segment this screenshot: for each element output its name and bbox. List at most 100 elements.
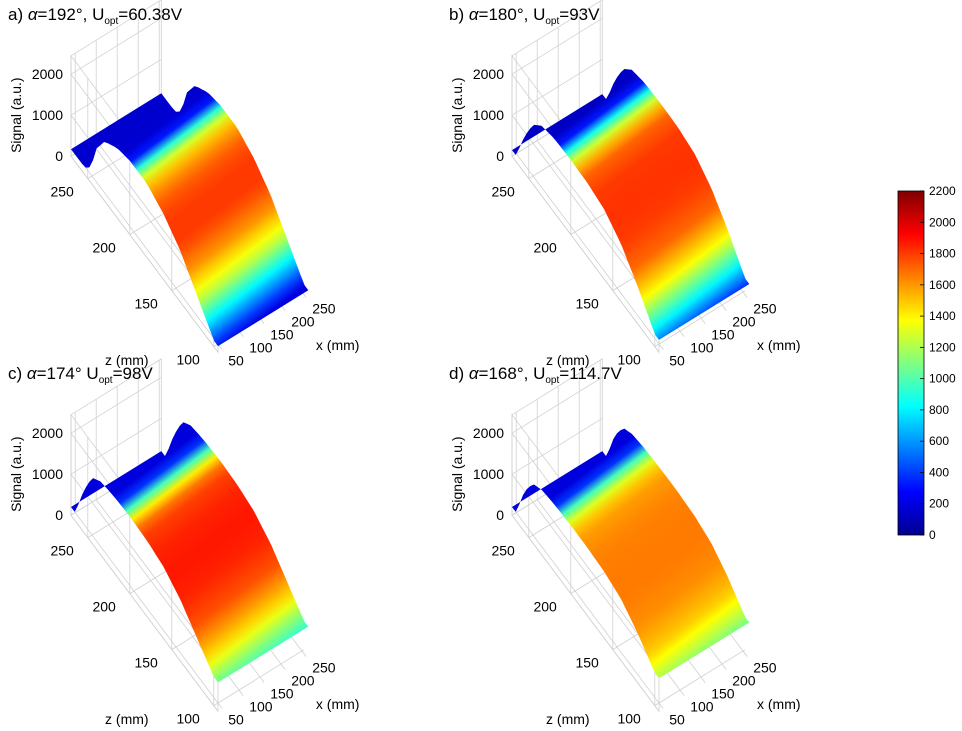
z-axis-title: z (mm) (546, 352, 590, 368)
x-tick-label: 100 (690, 699, 714, 715)
signal-tick-label: 0 (55, 507, 63, 523)
grid-line (654, 290, 746, 347)
x-tick-label: 50 (228, 712, 244, 728)
x-tick-label: 100 (249, 340, 273, 356)
signal-tick-label: 2000 (32, 66, 63, 82)
surface (512, 428, 750, 679)
x-tick-label: 100 (690, 340, 714, 356)
grid-line (654, 649, 746, 706)
signal-tick-label: 2000 (473, 425, 504, 441)
signal-tick-label: 1000 (32, 466, 63, 482)
x-tick-label: 250 (312, 301, 336, 317)
surface (512, 69, 750, 340)
signal-axis-title: Signal (a.u.) (8, 436, 24, 511)
colorbar-tick-label: 400 (929, 465, 949, 479)
z-tick-label: 100 (176, 352, 200, 368)
colorbar-tick-label: 200 (929, 497, 949, 511)
panel-title: d) α=168°, Uopt=114.7V (449, 364, 622, 386)
x-tick-label: 200 (291, 673, 315, 689)
colorbar-tick-label: 1200 (929, 340, 956, 354)
signal-axis-title: Signal (a.u.) (449, 436, 465, 511)
x-tick-label: 200 (291, 314, 315, 330)
z-axis-title: z (mm) (105, 711, 149, 727)
x-tick-label: 150 (270, 327, 294, 343)
x-tick-label: 200 (732, 673, 756, 689)
panel-title: c) α=174° Uopt=98V (8, 364, 153, 386)
z-tick-label: 200 (533, 599, 557, 615)
grid-line (515, 153, 664, 350)
panel-title: b) α=180°, Uopt=93V (449, 5, 600, 27)
x-tick-label: 150 (711, 327, 735, 343)
signal-tick-label: 1000 (473, 466, 504, 482)
grid-line (213, 649, 305, 706)
x-tick-label: 250 (753, 301, 777, 317)
z-tick-label: 150 (575, 296, 599, 312)
z-tick-label: 150 (134, 296, 158, 312)
z-tick-label: 100 (617, 352, 641, 368)
z-tick-label: 150 (575, 655, 599, 671)
z-tick-label: 250 (50, 543, 74, 559)
panel-title: a) α=192°, Uopt=60.38V (8, 5, 183, 27)
colorbar-tick-label: 1800 (929, 247, 956, 261)
x-tick-label: 150 (270, 686, 294, 702)
x-tick-label: 50 (669, 712, 685, 728)
colorbar-tick-label: 1000 (929, 372, 956, 386)
signal-tick-label: 0 (55, 148, 63, 164)
x-axis-title: x (mm) (316, 337, 360, 353)
colorbar-tick-label: 600 (929, 434, 949, 448)
grid-line (74, 153, 223, 350)
grid-line (515, 512, 664, 709)
colorbar-tick-label: 2200 (929, 184, 956, 198)
z-tick-label: 250 (491, 184, 515, 200)
x-tick-label: 50 (669, 353, 685, 369)
surface (71, 86, 309, 347)
x-tick-label: 50 (228, 353, 244, 369)
z-tick-label: 200 (533, 240, 557, 256)
x-tick-label: 200 (732, 314, 756, 330)
x-tick-label: 150 (711, 686, 735, 702)
signal-tick-label: 0 (496, 148, 504, 164)
grid-line (74, 512, 223, 709)
signal-tick-label: 1000 (32, 107, 63, 123)
signal-axis-title: Signal (a.u.) (449, 77, 465, 152)
signal-tick-label: 2000 (473, 66, 504, 82)
x-tick-label: 250 (312, 660, 336, 676)
signal-tick-label: 1000 (473, 107, 504, 123)
signal-tick-label: 0 (496, 507, 504, 523)
z-tick-label: 100 (617, 711, 641, 727)
z-tick-label: 250 (50, 184, 74, 200)
z-tick-label: 100 (176, 711, 200, 727)
z-tick-label: 200 (92, 240, 116, 256)
grid-line (511, 417, 660, 671)
surface (71, 422, 309, 683)
x-axis-title: x (mm) (757, 696, 801, 712)
colorbar-gradient (897, 190, 925, 536)
grid-line (70, 417, 219, 671)
colorbar: 0 200 400 600 800 1000 1200 1400 1600 1800 2000 220… (897, 184, 956, 542)
z-axis-title: z (mm) (105, 352, 149, 368)
colorbar-tick-label: 2000 (929, 215, 956, 229)
z-tick-label: 200 (92, 599, 116, 615)
signal-axis-title: Signal (a.u.) (8, 77, 24, 152)
grid-line (511, 58, 660, 312)
x-axis-title: x (mm) (316, 696, 360, 712)
x-axis-title: x (mm) (757, 337, 801, 353)
colorbar-tick-label: 1600 (929, 278, 956, 292)
colorbar-tick-label: 800 (929, 403, 949, 417)
colorbar-tick-label: 0 (929, 528, 936, 542)
z-axis-title: z (mm) (546, 711, 590, 727)
x-tick-label: 100 (249, 699, 273, 715)
z-tick-label: 150 (134, 655, 158, 671)
z-tick-label: 250 (491, 543, 515, 559)
x-tick-label: 250 (753, 660, 777, 676)
signal-tick-label: 2000 (32, 425, 63, 441)
